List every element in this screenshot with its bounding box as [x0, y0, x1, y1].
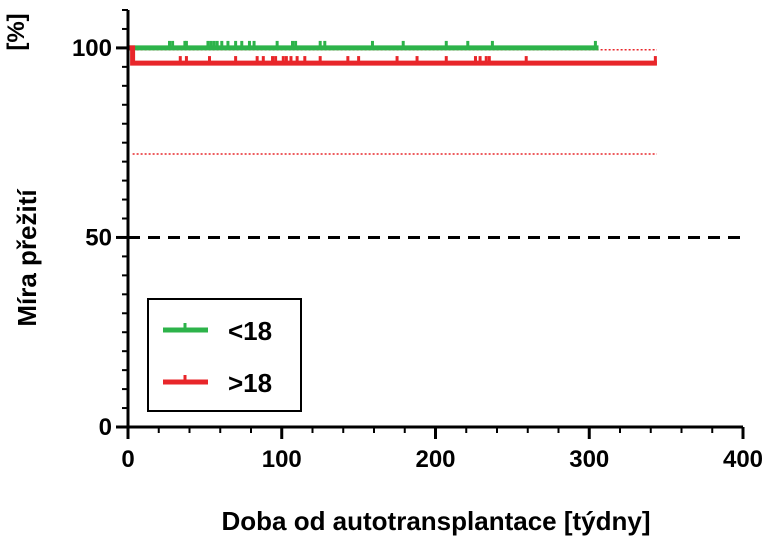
- x-tick-label: 100: [262, 446, 302, 473]
- y-axis-title: Míra přežití: [12, 189, 42, 327]
- legend: <18 >18: [147, 298, 302, 412]
- x-axis-title: Doba od autotransplantace [týdny]: [221, 506, 650, 536]
- series-lines: [128, 40, 657, 66]
- x-ticks: 0 100 200 300 400: [121, 427, 763, 473]
- y-tick-label: 50: [85, 224, 112, 251]
- x-tick-label: 300: [569, 446, 609, 473]
- x-tick-label: 400: [723, 446, 763, 473]
- x-tick-label: 200: [415, 446, 455, 473]
- legend-label-over-18: >18: [228, 368, 272, 398]
- y-ticks: 0 50 100: [72, 9, 128, 441]
- y-tick-label: 0: [99, 414, 112, 441]
- legend-label-under-18: <18: [228, 316, 272, 346]
- censor-marks-0: [168, 40, 597, 50]
- legend-box: [147, 298, 302, 412]
- censor-marks-1: [178, 56, 657, 66]
- axes: 0 50 100 0 100 200 300 400: [72, 9, 763, 473]
- x-tick-label: 0: [121, 446, 134, 473]
- y-unit-label: [%]: [3, 13, 30, 50]
- y-tick-label: 100: [72, 35, 112, 62]
- series-line-1: [128, 45, 657, 66]
